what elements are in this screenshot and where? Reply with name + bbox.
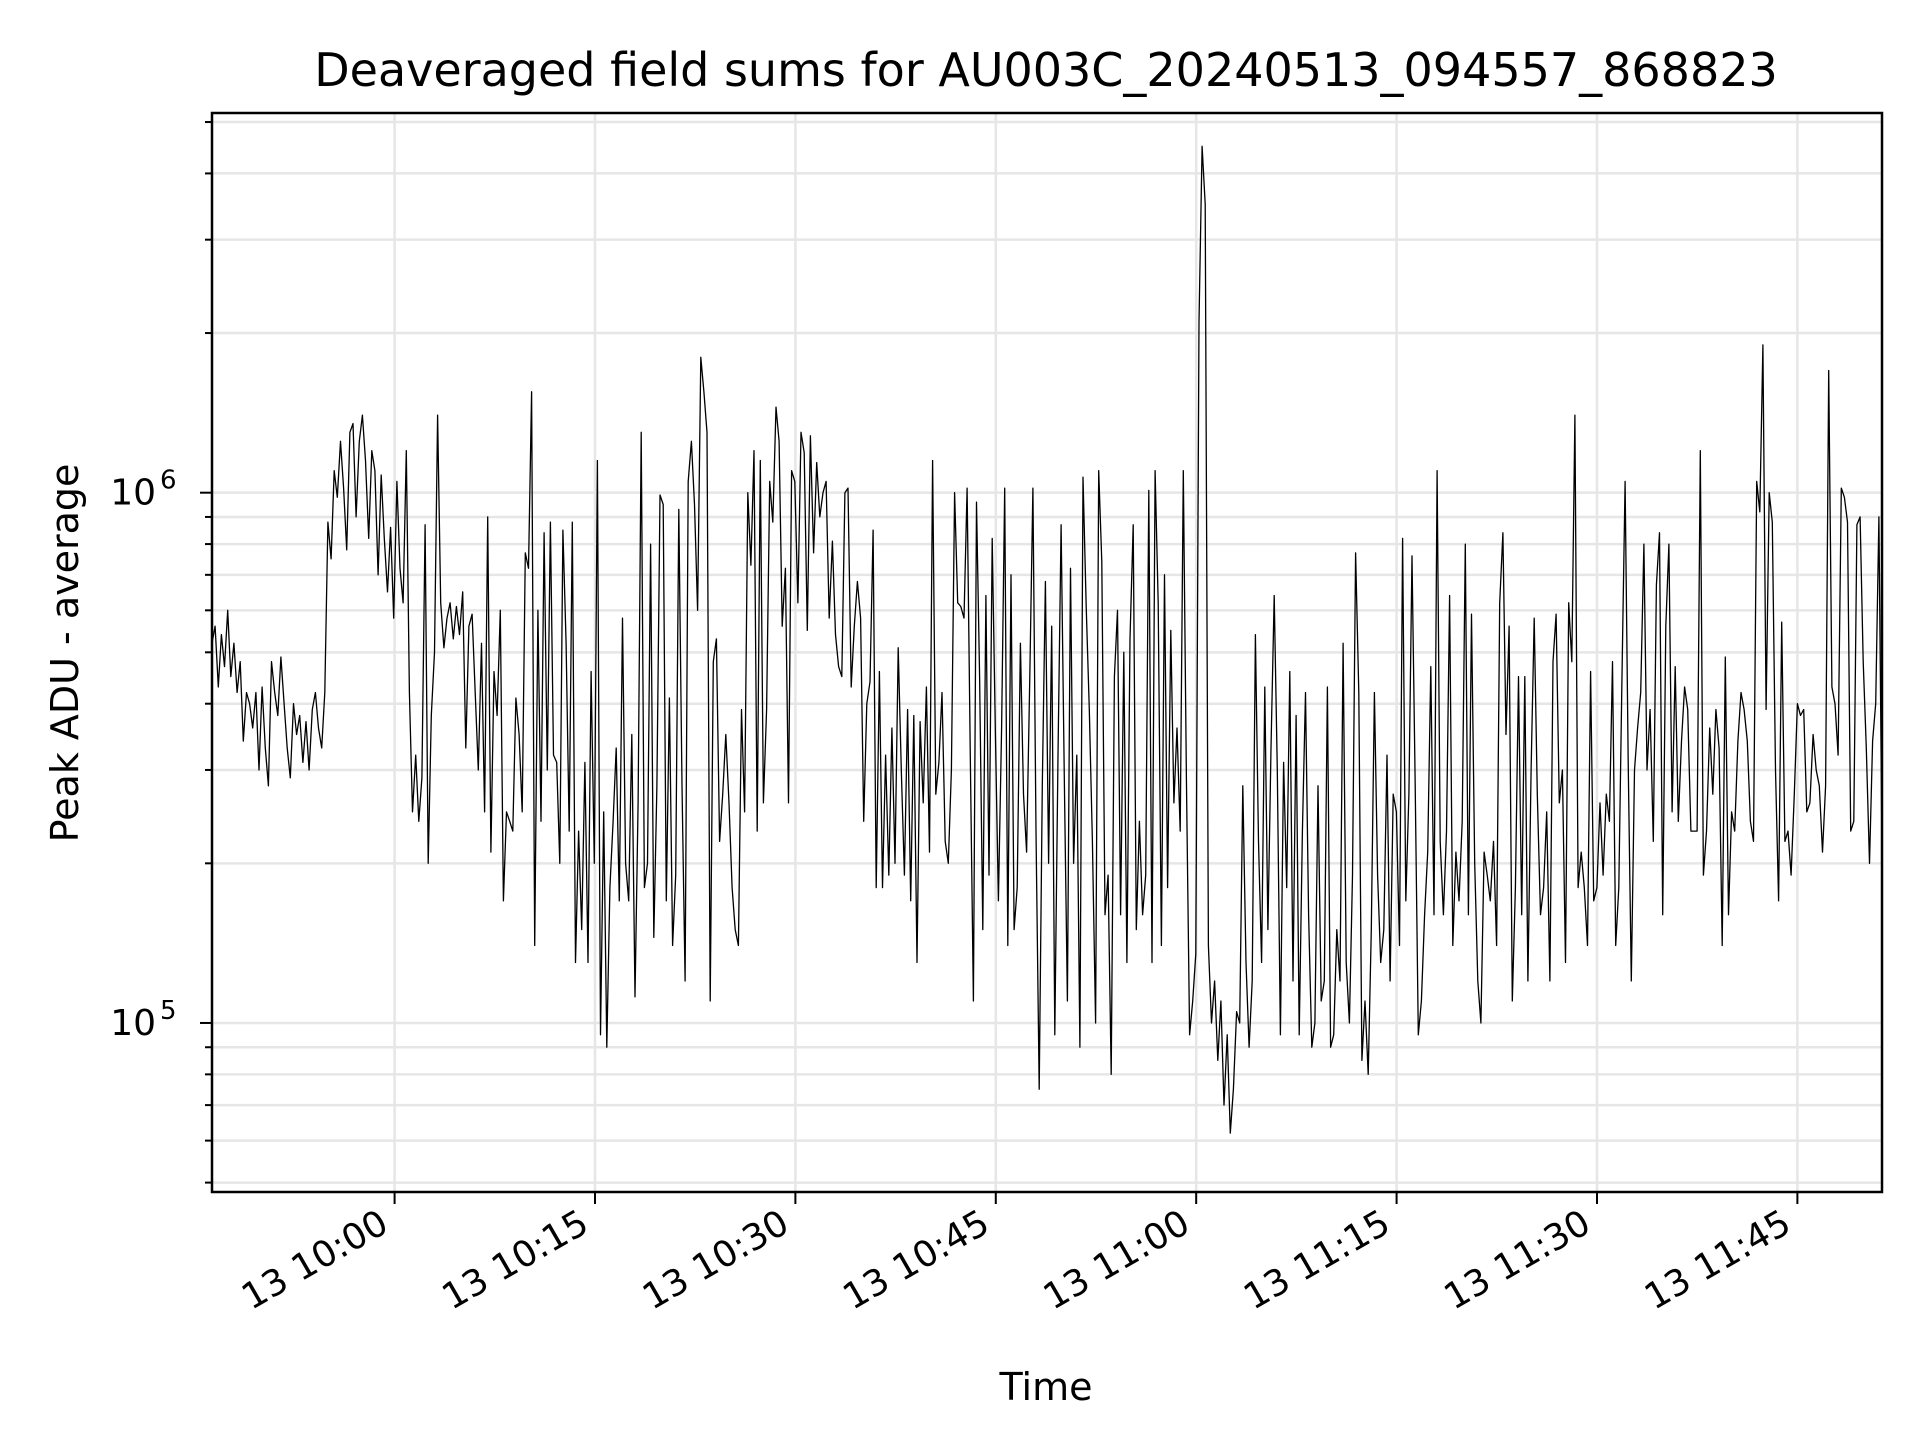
gridlines [212,113,1882,1192]
chart-title: Deaveraged field sums for AU003C_2024051… [314,43,1778,97]
y-tick-label-exponent: 5 [160,996,177,1026]
series-group [211,145,1883,1134]
x-axis-label: Time [999,1365,1093,1409]
y-tick-label: 10 [110,473,156,514]
plot-frame [210,111,1884,1194]
y-tick-label: 10 [110,1003,156,1044]
y-tick-label-exponent: 6 [160,466,177,496]
y-axis-label: Peak ADU - average [43,464,87,843]
series-line [211,145,1883,1134]
